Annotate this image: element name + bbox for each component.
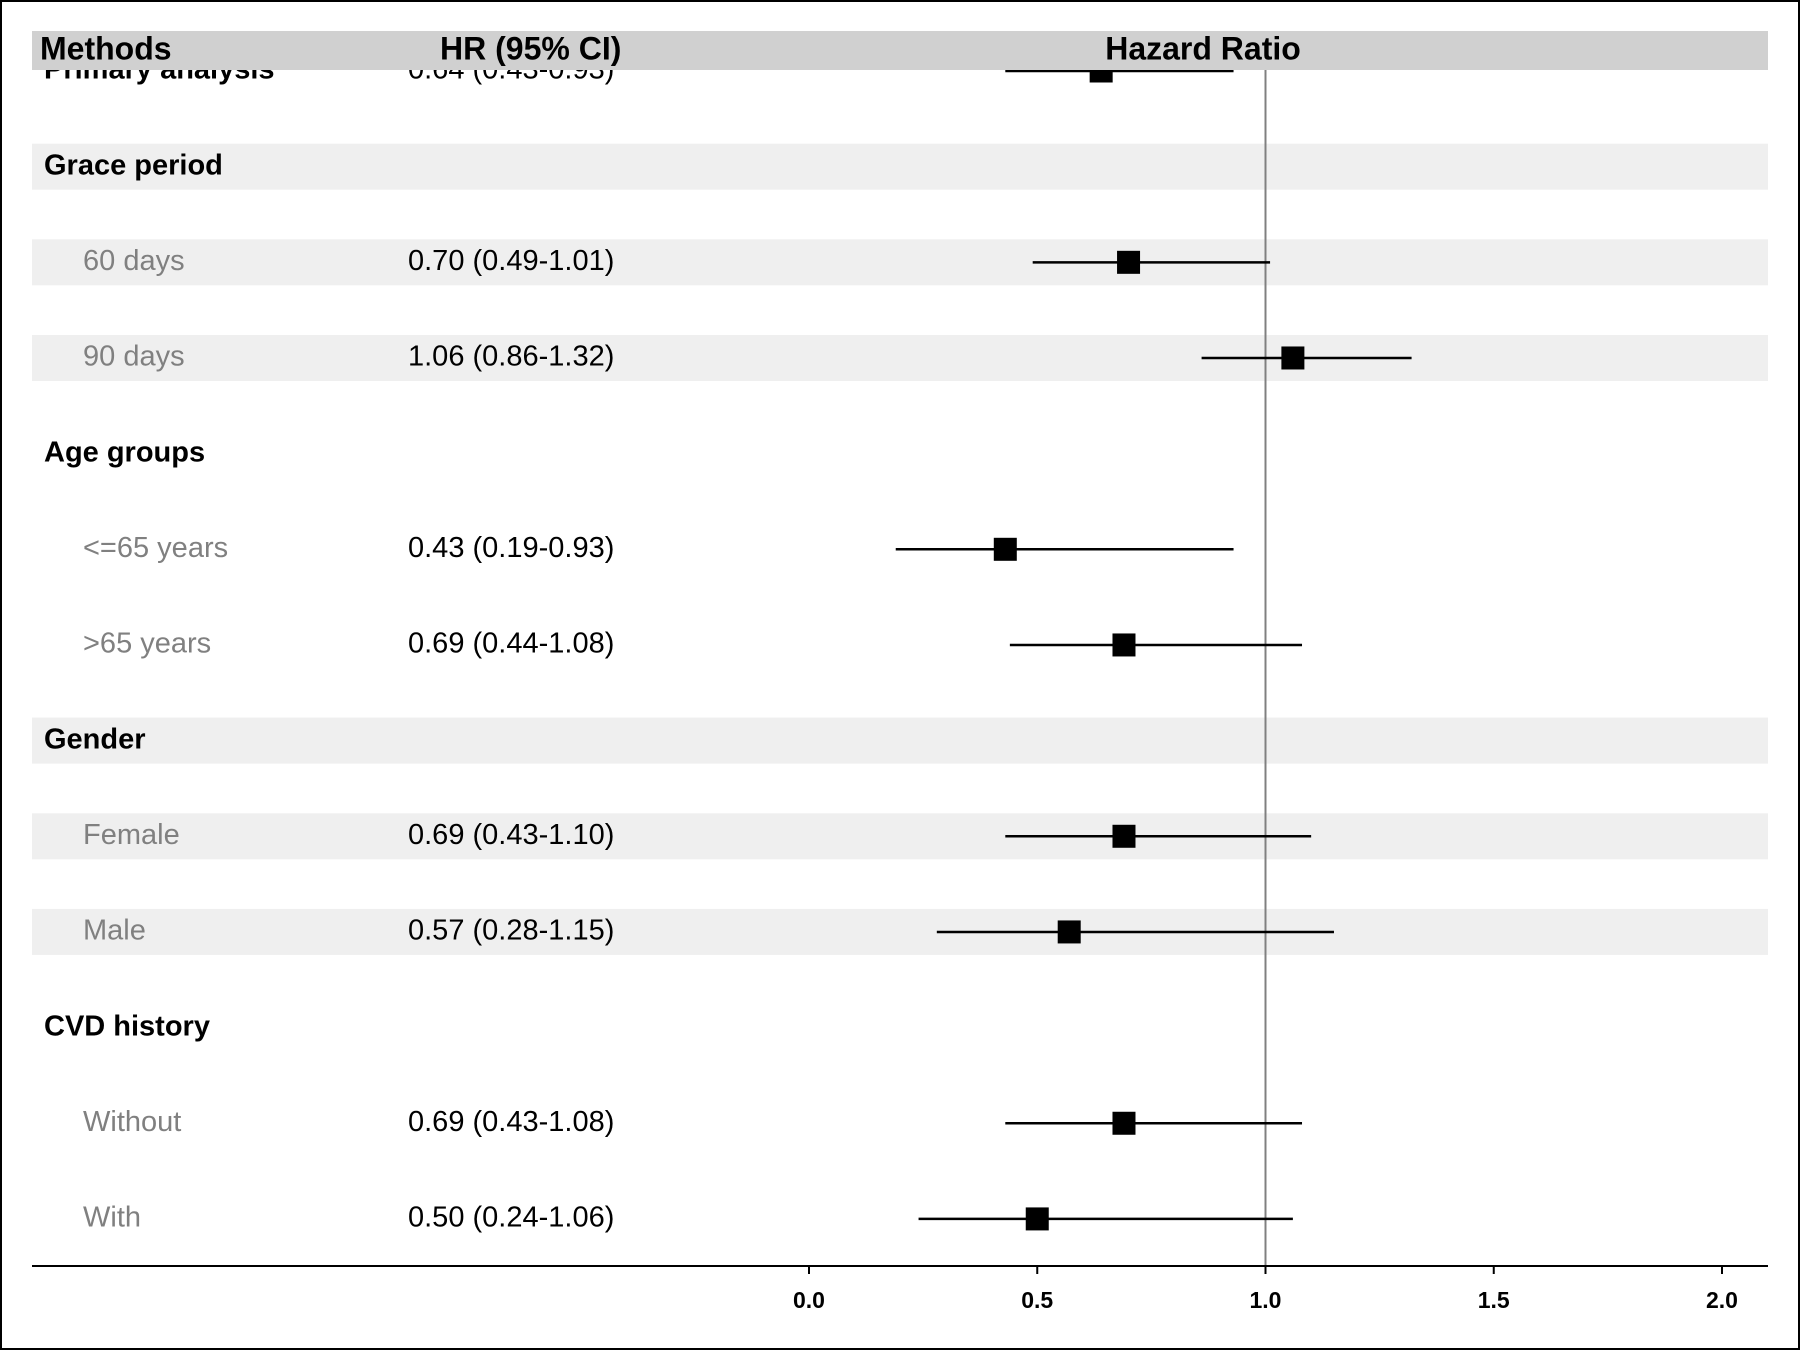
x-tick-label: 0.0 xyxy=(793,1287,825,1313)
estimate-square xyxy=(1112,1111,1136,1135)
estimate-square xyxy=(1112,824,1136,848)
estimate-square xyxy=(1281,346,1305,370)
group-label: CVD history xyxy=(44,1010,210,1042)
x-tick-label: 0.5 xyxy=(1021,1287,1053,1313)
header-methods: Methods xyxy=(40,30,172,66)
subgroup-label: Female xyxy=(83,819,180,851)
hr-label: 0.57 (0.28-1.15) xyxy=(408,915,614,947)
subgroup-label: Male xyxy=(83,915,146,947)
header-plot: Hazard Ratio xyxy=(1105,30,1301,66)
subgroup-label: Without xyxy=(83,1106,181,1138)
hr-label: 0.50 (0.24-1.06) xyxy=(408,1202,614,1234)
subgroup-label: 60 days xyxy=(83,245,185,277)
estimate-square xyxy=(1057,920,1081,944)
row-shade xyxy=(32,239,1768,286)
row-shade xyxy=(32,143,1768,190)
subgroup-label: 90 days xyxy=(83,341,185,373)
group-label: Age groups xyxy=(44,436,205,468)
header: Methods HR (95% CI) Hazard Ratio xyxy=(32,30,1768,70)
rows: Primary analysis0.64 (0.43-0.93)Grace pe… xyxy=(32,54,1768,1266)
estimate-square xyxy=(1112,633,1136,657)
row-shade xyxy=(32,908,1768,955)
hr-label: 0.69 (0.43-1.10) xyxy=(408,819,614,851)
header-hr: HR (95% CI) xyxy=(440,30,621,66)
x-tick-label: 2.0 xyxy=(1706,1287,1738,1313)
estimate-square xyxy=(1117,250,1141,274)
subgroup-label: >65 years xyxy=(83,628,211,660)
hr-label: 1.06 (0.86-1.32) xyxy=(408,341,614,373)
subgroup-label: <=65 years xyxy=(83,532,228,564)
header-bar xyxy=(32,31,1768,70)
group-label: Gender xyxy=(44,723,146,755)
hr-label: 0.69 (0.44-1.08) xyxy=(408,628,614,660)
subgroup-label: With xyxy=(83,1202,141,1234)
hr-label: 0.70 (0.49-1.01) xyxy=(408,245,614,277)
group-label: Grace period xyxy=(44,149,223,181)
hr-label: 0.43 (0.19-0.93) xyxy=(408,532,614,564)
row-shade xyxy=(32,813,1768,860)
x-tick-label: 1.0 xyxy=(1250,1287,1282,1313)
row-shade xyxy=(32,717,1768,764)
row-shade xyxy=(32,334,1768,381)
hr-label: 0.69 (0.43-1.08) xyxy=(408,1106,614,1138)
estimate-square xyxy=(1025,1207,1049,1231)
estimate-square xyxy=(993,537,1017,561)
x-tick-label: 1.5 xyxy=(1478,1287,1510,1313)
